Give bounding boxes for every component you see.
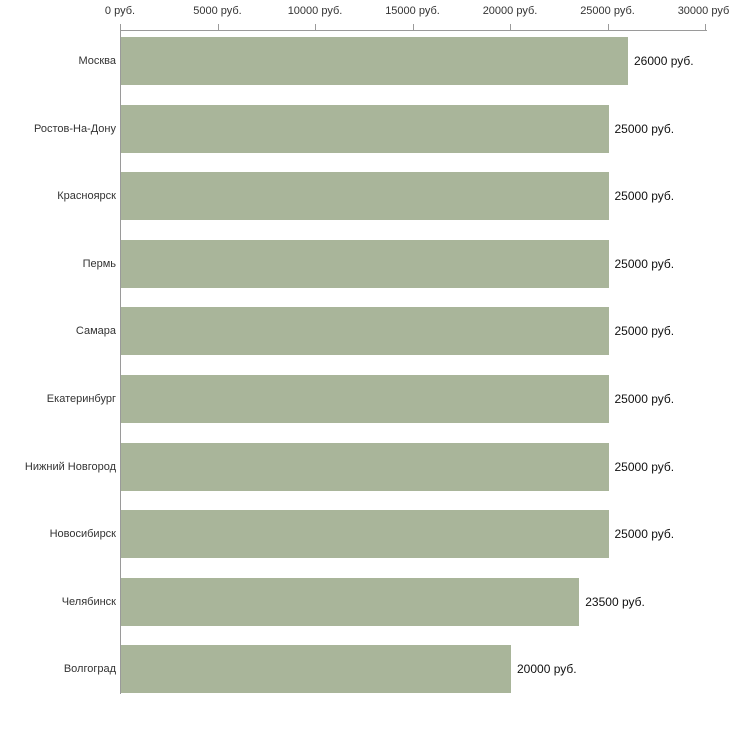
category-label: Нижний Новгород [24,460,116,473]
value-label: 25000 руб. [614,527,675,542]
value-label: 23500 руб. [585,594,645,609]
category-label: Новосибирск [49,528,116,541]
category-label: Москва [78,55,116,67]
value-label: 20000 руб. [517,662,577,677]
bar [121,442,609,491]
x-tick [510,24,511,30]
x-tick [705,24,706,30]
x-tick-label: 25000 руб. [580,5,635,17]
x-tick-label: 20000 руб. [482,5,538,17]
category-label: Екатеринбург [46,393,116,405]
x-axis-line [120,30,707,31]
bar [121,307,609,356]
value-label: 26000 руб. [634,54,694,68]
value-label: 25000 руб. [614,324,675,339]
x-tick-label: 5000 руб. [193,5,242,17]
bar [121,577,580,626]
x-tick [412,24,414,30]
value-label: 25000 руб. [614,189,675,204]
x-tick [315,24,316,30]
category-label: Челябинск [61,595,116,608]
bar [121,104,609,153]
value-label: 25000 руб. [614,121,675,136]
category-label: Волгоград [63,663,116,676]
bar [121,645,511,694]
x-tick [120,24,121,30]
x-tick [607,24,609,30]
bar [121,37,628,85]
x-tick-label: 30000 руб. [677,5,730,17]
x-tick [217,24,219,30]
value-label: 25000 руб. [614,256,675,271]
value-label: 25000 руб. [614,459,675,474]
category-label: Красноярск [57,190,116,203]
value-label: 25000 руб. [614,392,675,406]
bar [121,172,609,221]
category-label: Ростов-На-Дону [33,122,116,135]
x-tick-label: 0 руб. [104,5,136,17]
bar [121,375,609,423]
category-label: Пермь [82,257,116,270]
bar [121,510,609,559]
x-tick-label: 10000 руб. [287,5,343,17]
y-axis-line [120,30,121,694]
x-tick-label: 15000 руб. [385,5,440,17]
bar [121,239,609,288]
category-label: Самара [75,325,116,338]
